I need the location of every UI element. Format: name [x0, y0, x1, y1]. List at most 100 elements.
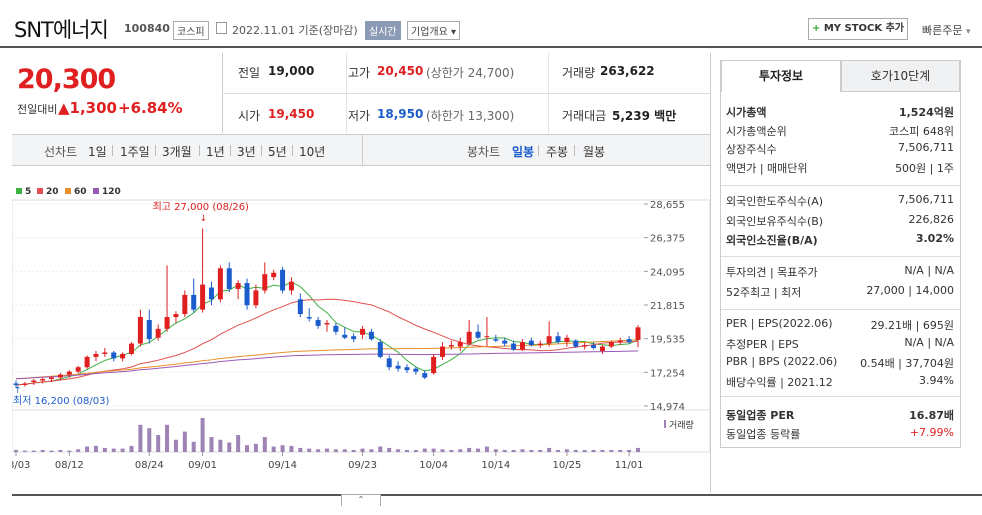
ma-line-5: [15, 281, 639, 386]
candle-monthly[interactable]: 월봉: [583, 145, 606, 159]
quick-order-button[interactable]: 빠른주문 ▾: [922, 22, 971, 38]
period-3m[interactable]: 3개월: [162, 145, 192, 159]
info-key: 상장주식수: [726, 143, 777, 156]
collapse-chart-button[interactable]: ⌃: [341, 494, 381, 506]
volume-bar: [58, 449, 63, 452]
divider: [346, 53, 347, 133]
candle-body: [537, 343, 543, 346]
info-key: 시가총액: [726, 106, 767, 119]
volume-bar: [120, 448, 125, 452]
volume-bar: [85, 446, 90, 452]
volume-bar: [440, 449, 445, 452]
open-value: 19,450: [268, 107, 315, 121]
chevron-down-icon: ▾: [451, 27, 457, 38]
divider: [548, 53, 549, 133]
volume-bar: [431, 448, 436, 452]
candle-body: [288, 281, 294, 291]
change-value: ▲1,300: [58, 99, 117, 117]
info-key: PBR | BPS (2022.06): [726, 355, 838, 368]
tab-order-book[interactable]: 호가10단계: [841, 60, 960, 92]
change-label: 전일대비: [17, 103, 58, 116]
info-value: 3.02%: [915, 232, 954, 245]
candle-body: [208, 287, 214, 300]
volume-bar: [191, 441, 196, 452]
volume-bar: [236, 435, 241, 452]
period-1d[interactable]: 1일: [88, 145, 107, 159]
candle-body: [564, 337, 570, 343]
candle-body: [102, 352, 108, 354]
y-tick-label: 26,375: [650, 234, 685, 245]
info-key: 시가총액순위: [726, 125, 787, 138]
info-value: N/A | N/A: [904, 264, 954, 277]
calendar-icon: [216, 22, 227, 34]
low-label: 저가: [348, 109, 371, 123]
legend-swatch: [65, 188, 71, 194]
info-row: 외국인소진율(B/A) 3.02%: [726, 232, 954, 248]
legend-label: 20: [46, 187, 59, 197]
candle-body: [599, 346, 605, 351]
amount-value: 5,239 백만: [612, 107, 676, 124]
x-tick-label: 09/01: [188, 460, 217, 471]
volume-bar: [476, 448, 481, 452]
volume-bar: [520, 449, 525, 452]
separator: [230, 145, 231, 156]
candle-body: [546, 336, 552, 344]
current-price: 20,300: [17, 64, 116, 95]
info-key: 동일업종 PER: [726, 409, 795, 422]
candle-body: [324, 322, 330, 325]
period-3y[interactable]: 3년: [237, 145, 256, 159]
volume-bar: [76, 449, 81, 452]
volume-label: 거래량: [562, 66, 596, 80]
separator: [155, 145, 156, 156]
info-row: 동일업종 등락률 +7.99%: [726, 426, 954, 442]
candle-body: [368, 331, 374, 340]
period-10y[interactable]: 10년: [299, 145, 326, 159]
x-tick-label: 08/03: [12, 460, 30, 471]
candle-body: [635, 327, 641, 340]
info-row: 동일업종 PER 16.87배: [726, 407, 954, 423]
down-arrow-icon: ↓: [200, 214, 208, 224]
info-value: 0.54배 | 37,704원: [860, 357, 954, 370]
tab-investment-info[interactable]: 투자정보: [721, 60, 841, 92]
period-1y[interactable]: 1년: [206, 145, 225, 159]
volume-bar: [591, 449, 596, 452]
volume-bar: [245, 445, 250, 452]
candle-daily[interactable]: 일봉: [512, 145, 535, 159]
add-my-stock-button[interactable]: + MY STOCK 추가: [808, 18, 908, 40]
period-5y[interactable]: 5년: [268, 145, 287, 159]
x-tick-label: 10/25: [553, 460, 582, 471]
separator: [574, 145, 575, 156]
info-row: PBR | BPS (2022.06) 0.54배 | 37,704원: [726, 355, 954, 371]
volume-bar: [156, 435, 161, 452]
realtime-button[interactable]: 실시간: [365, 21, 401, 40]
ma-line-60: [15, 339, 639, 380]
candle-weekly[interactable]: 주봉: [546, 145, 569, 159]
open-label: 시가: [238, 109, 261, 123]
header-bar: [0, 0, 982, 48]
volume-bar: [404, 449, 409, 452]
info-value: 7,506,711: [898, 193, 954, 206]
company-overview-dropdown[interactable]: 기업개요 ▾: [407, 21, 461, 40]
candle-body: [226, 268, 232, 289]
price-chart[interactable]: 5 20 60 120 거래량 28,655 26,375 24,095 21,815 19,…: [12, 180, 710, 480]
candle-body: [84, 356, 90, 368]
volume-bar: [102, 447, 107, 452]
quick-order-label: 빠른주문: [922, 24, 963, 37]
candle-body: [431, 356, 437, 374]
high-annotation: 최고 27,000 (08/26): [153, 201, 249, 213]
volume-bar: [422, 448, 427, 452]
info-value: 3.94%: [919, 374, 954, 387]
volume-bar: [67, 450, 72, 452]
volume-bar: [582, 449, 587, 452]
plus-icon: +: [811, 23, 821, 34]
info-row: 외국인보유주식수(B) 226,826: [726, 213, 954, 229]
candle-body: [66, 371, 72, 375]
x-tick-label: 09/23: [348, 460, 377, 471]
period-1w[interactable]: 1주일: [120, 145, 150, 159]
volume-bar: [173, 439, 178, 452]
volume-bar: [573, 449, 578, 452]
candle-body: [315, 319, 321, 326]
ma-line-20: [15, 298, 639, 386]
info-row: 투자의견 | 목표주가 N/A | N/A: [726, 264, 954, 280]
info-value: 500원 | 1주: [895, 162, 954, 175]
